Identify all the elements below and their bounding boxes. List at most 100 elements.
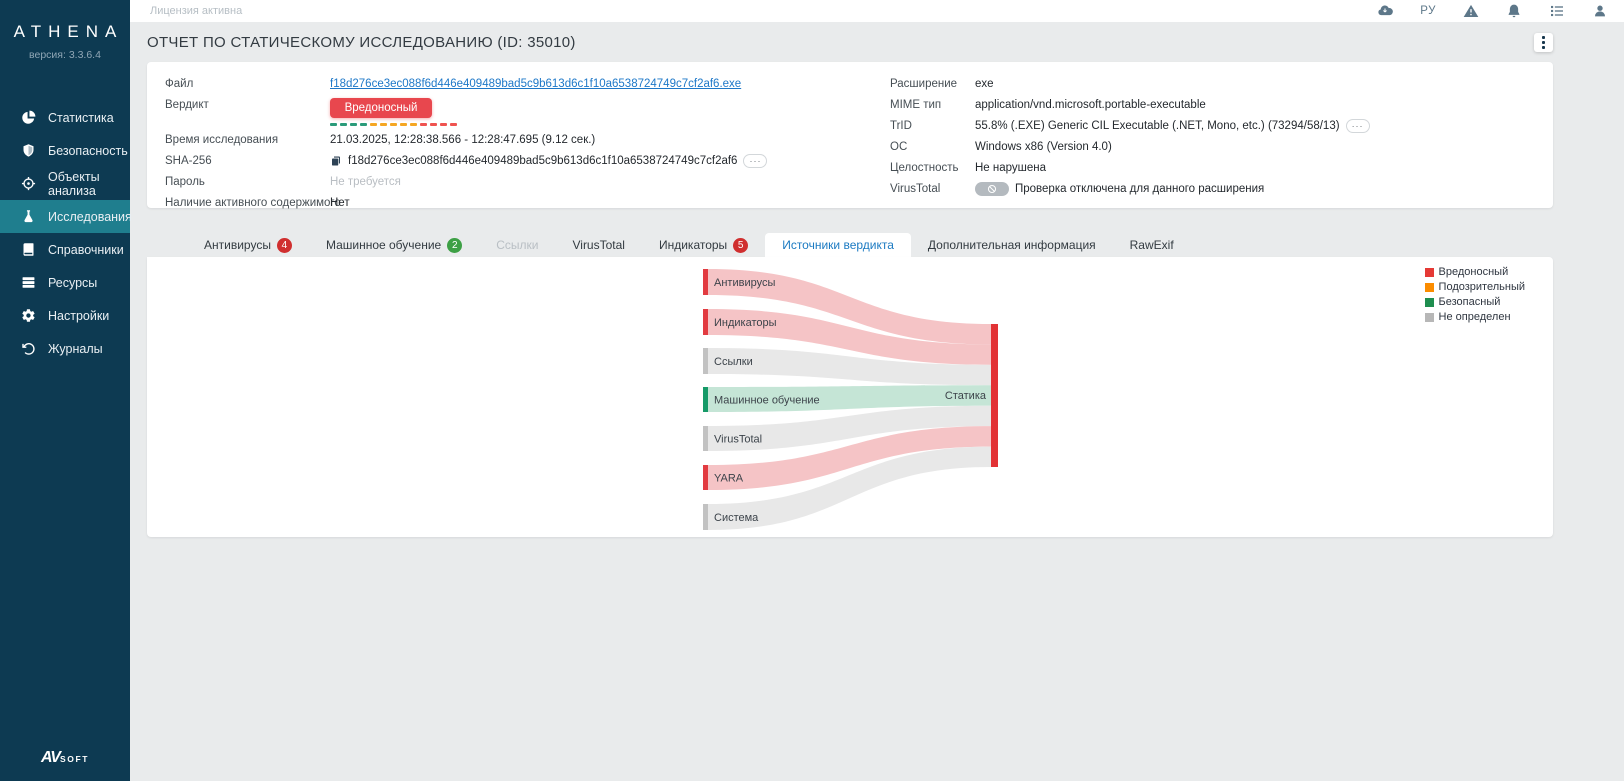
legend-label: Не определен bbox=[1438, 311, 1511, 323]
tasks-icon[interactable] bbox=[1549, 3, 1565, 19]
verdict-dash bbox=[330, 123, 337, 126]
sankey-node-bar bbox=[703, 387, 708, 412]
avsoft-logo-av: AV bbox=[40, 749, 61, 766]
tab-антивирусы[interactable]: Антивирусы 4 bbox=[187, 233, 309, 257]
sankey-node-bar bbox=[703, 269, 708, 295]
sidebar-item-label: Настройки bbox=[48, 308, 110, 323]
hash-block: f18d276ce3ec088f6d446e409489bad5c9b613d6… bbox=[330, 154, 768, 168]
field-value: Windows x86 (Version 4.0) bbox=[975, 141, 1112, 153]
field-label: Пароль bbox=[165, 176, 205, 188]
sidebar-item-objects[interactable]: Объекты анализа bbox=[0, 167, 130, 200]
verdict-dash bbox=[420, 123, 427, 126]
verdict-button[interactable]: Вредоносный bbox=[330, 98, 432, 118]
sankey-node-bar bbox=[703, 465, 708, 490]
sidebar-item-research[interactable]: Исследования bbox=[0, 200, 132, 233]
trid-more-button[interactable]: ··· bbox=[1345, 119, 1370, 133]
tab-count-badge: 4 bbox=[276, 237, 292, 253]
sankey-flow bbox=[708, 269, 991, 345]
language-label[interactable]: РУ bbox=[1420, 5, 1436, 17]
field-row: MIME тип application/vnd.microsoft.portab… bbox=[890, 98, 1370, 112]
sidebar-item-security[interactable]: Безопасность bbox=[0, 134, 130, 167]
tab-label: RawExif bbox=[1129, 238, 1174, 252]
field-row: ОС Windows x86 (Version 4.0) bbox=[890, 140, 1370, 154]
field-row: Пароль Не требуется bbox=[165, 175, 767, 189]
pie-chart-icon bbox=[20, 110, 36, 126]
field-row: Время исследования 21.03.2025, 12:28:38.5… bbox=[165, 133, 767, 147]
field-label: Вердикт bbox=[165, 99, 209, 111]
app-logo: ATHENA bbox=[13, 22, 124, 41]
sidebar-item-resources[interactable]: Ресурсы bbox=[0, 266, 130, 299]
sankey-flow bbox=[708, 426, 991, 490]
hash-more-button[interactable]: ··· bbox=[743, 154, 768, 168]
cloud-download-icon[interactable] bbox=[1377, 3, 1394, 19]
header-row: ОТЧЕТ ПО СТАТИЧЕСКОМУ ИССЛЕДОВАНИЮ (ID: … bbox=[147, 22, 1553, 62]
sankey-flow bbox=[708, 385, 991, 412]
copy-icon bbox=[330, 155, 342, 167]
field-row: Вердикт Вредоносный bbox=[165, 98, 767, 126]
sidebar-item-label: Статистика bbox=[48, 110, 114, 125]
servers-icon bbox=[20, 275, 36, 291]
verdict-dash bbox=[350, 123, 357, 126]
topbar-icons: РУ bbox=[1377, 3, 1608, 19]
legend-label: Безопасный bbox=[1438, 296, 1501, 308]
tab-label: Машинное обучение bbox=[325, 238, 442, 252]
virustotal-disabled-pill bbox=[975, 182, 1009, 196]
tab-label: Индикаторы bbox=[658, 238, 728, 252]
sidebar-item-settings[interactable]: Настройки bbox=[0, 299, 130, 332]
shield-icon bbox=[20, 143, 36, 159]
bell-icon[interactable] bbox=[1506, 3, 1522, 19]
verdict-block: Вредоносный bbox=[330, 98, 457, 126]
tab-дополнительная-информация[interactable]: Дополнительная информация bbox=[911, 233, 1113, 257]
legend-label: Вредоносный bbox=[1438, 266, 1509, 278]
sidebar-item-statistics[interactable]: Статистика bbox=[0, 101, 130, 134]
book-icon bbox=[20, 242, 36, 258]
warning-icon[interactable] bbox=[1463, 3, 1479, 19]
history-icon bbox=[20, 341, 36, 357]
verdict-dash bbox=[390, 123, 397, 126]
field-label: TrID bbox=[890, 120, 912, 132]
legend-item: Подозрительный bbox=[1424, 281, 1525, 293]
field-label: SHA-256 bbox=[165, 155, 212, 167]
avsoft-logo-soft: SOFT bbox=[59, 754, 90, 764]
verdict-dash bbox=[370, 123, 377, 126]
sankey-node-label: VirusTotal bbox=[714, 434, 762, 446]
sidebar-item-references[interactable]: Справочники bbox=[0, 233, 130, 266]
tab-label: VirusTotal bbox=[572, 238, 625, 252]
sankey-node-label: Ссылки bbox=[714, 356, 753, 368]
more-menu-button[interactable] bbox=[1534, 32, 1553, 52]
tab-машинное-обучение[interactable]: Машинное обучение 2 bbox=[309, 233, 479, 257]
field-value: Нет bbox=[330, 197, 350, 209]
sankey-node-bar bbox=[703, 348, 708, 374]
file-link[interactable]: f18d276ce3ec088f6d446e409489bad5c9b613d6… bbox=[330, 78, 742, 90]
field-row: Целостность Не нарушена bbox=[890, 161, 1370, 175]
tab-индикаторы[interactable]: Индикаторы 5 bbox=[642, 233, 765, 257]
verdict-dash bbox=[380, 123, 387, 126]
verdict-dash bbox=[450, 123, 457, 126]
sankey-node-label: YARA bbox=[714, 473, 744, 485]
tab-rawexif[interactable]: RawExif bbox=[1113, 233, 1191, 257]
sidebar-item-journals[interactable]: Журналы bbox=[0, 332, 130, 365]
topbar: Лицензия активна РУ bbox=[130, 0, 1624, 22]
file-info-card: Файл f18d276ce3ec088f6d446e409489bad5c9b6… bbox=[147, 62, 1553, 209]
tab-источники-вердикта[interactable]: Источники вердикта bbox=[765, 233, 911, 257]
sidebar-item-label: Объекты анализа bbox=[48, 169, 100, 198]
user-icon[interactable] bbox=[1592, 3, 1608, 19]
field-value: 21.03.2025, 12:28:38.566 - 12:28:47.695 … bbox=[330, 134, 596, 146]
sankey-node-label: Система bbox=[714, 512, 759, 524]
field-label: MIME тип bbox=[890, 99, 942, 111]
verdict-score-dashes bbox=[330, 123, 457, 126]
field-label: VirusTotal bbox=[890, 183, 941, 195]
field-row: Файл f18d276ce3ec088f6d446e409489bad5c9b6… bbox=[165, 77, 767, 91]
sidebar-item-label: Журналы bbox=[48, 341, 103, 356]
flask-icon bbox=[20, 209, 36, 225]
sidebar-item-label: Безопасность bbox=[48, 143, 128, 158]
legend-swatch bbox=[1424, 267, 1434, 277]
tab-virustotal[interactable]: VirusTotal bbox=[555, 233, 641, 257]
sankey-node-bar bbox=[703, 426, 708, 451]
avsoft-logo: AVSOFT bbox=[0, 749, 130, 767]
trid-value: 55.8% (.EXE) Generic CIL Executable (.NE… bbox=[975, 120, 1340, 132]
legend-swatch bbox=[1424, 297, 1434, 307]
legend-label: Подозрительный bbox=[1438, 281, 1525, 293]
license-status: Лицензия активна bbox=[150, 5, 243, 17]
sidebar-nav: Статистика Безопасность Объекты анализа Исс… bbox=[0, 101, 132, 365]
